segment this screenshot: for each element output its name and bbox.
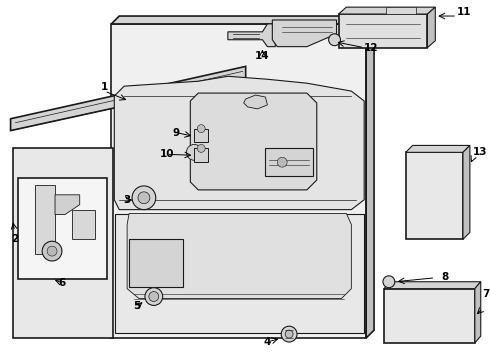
Polygon shape (406, 145, 470, 152)
Polygon shape (386, 7, 416, 14)
Polygon shape (129, 239, 183, 287)
Polygon shape (366, 16, 374, 338)
Circle shape (197, 144, 205, 152)
Polygon shape (72, 210, 95, 239)
Circle shape (277, 157, 287, 167)
Polygon shape (406, 152, 463, 239)
Text: 4: 4 (264, 337, 271, 347)
Text: 8: 8 (441, 272, 449, 282)
Text: 11: 11 (457, 7, 471, 17)
Polygon shape (266, 148, 313, 176)
Circle shape (329, 34, 341, 46)
Text: 12: 12 (364, 42, 378, 53)
Polygon shape (13, 148, 113, 338)
Polygon shape (384, 289, 475, 343)
Polygon shape (115, 213, 364, 333)
Text: 7: 7 (483, 289, 490, 298)
Text: 9: 9 (173, 127, 180, 138)
Polygon shape (272, 20, 337, 47)
Circle shape (47, 246, 57, 256)
Text: 6: 6 (58, 278, 66, 288)
Polygon shape (339, 7, 435, 14)
Polygon shape (195, 148, 208, 162)
Polygon shape (190, 93, 317, 190)
Text: 3: 3 (123, 195, 131, 205)
Circle shape (132, 186, 156, 210)
Polygon shape (11, 66, 245, 131)
Circle shape (197, 125, 205, 132)
Circle shape (285, 330, 293, 338)
Text: 5: 5 (133, 301, 141, 311)
Polygon shape (384, 282, 481, 289)
Polygon shape (111, 16, 366, 24)
Circle shape (138, 192, 150, 204)
Polygon shape (427, 7, 435, 48)
Circle shape (281, 326, 297, 342)
Polygon shape (228, 24, 275, 47)
Polygon shape (114, 76, 364, 210)
Polygon shape (111, 24, 366, 338)
Text: 10: 10 (159, 149, 174, 159)
Circle shape (186, 144, 202, 160)
Polygon shape (19, 178, 107, 279)
Circle shape (149, 292, 159, 301)
Circle shape (383, 276, 395, 288)
Polygon shape (339, 14, 427, 48)
Text: 2: 2 (11, 234, 18, 244)
Text: 13: 13 (473, 147, 488, 157)
Circle shape (42, 241, 62, 261)
Polygon shape (475, 282, 481, 343)
Polygon shape (35, 185, 55, 254)
Polygon shape (463, 145, 470, 239)
Polygon shape (127, 213, 351, 298)
Circle shape (145, 288, 163, 305)
Polygon shape (195, 129, 208, 143)
Polygon shape (55, 195, 80, 215)
Polygon shape (244, 95, 268, 109)
Text: 1: 1 (101, 82, 108, 92)
Text: 14: 14 (255, 50, 270, 60)
